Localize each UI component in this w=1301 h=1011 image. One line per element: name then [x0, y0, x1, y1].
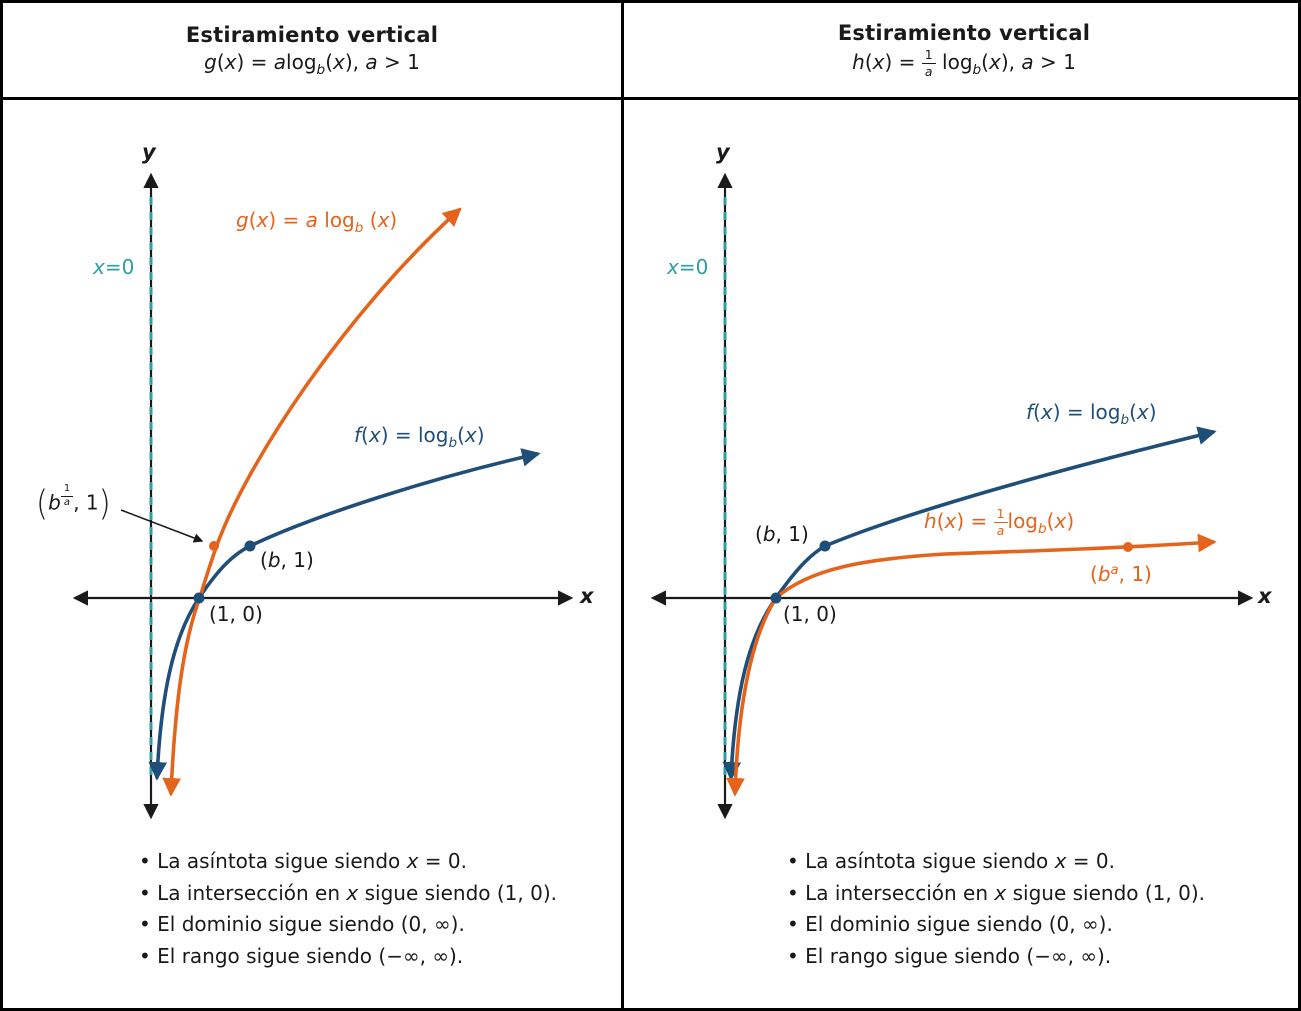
point-b1-dot [244, 540, 256, 552]
left-formula: g(x) = alogb(x), a > 1 [204, 49, 420, 78]
point-ba-dot [1123, 542, 1133, 552]
left-title: Estiramiento vertical [185, 22, 439, 47]
header-separator [3, 97, 1298, 100]
left-graph [72, 172, 574, 820]
x-axis-label: x [1258, 584, 1272, 608]
right-notes: • La asíntota sigue siendo x = 0. • La i… [787, 846, 1205, 972]
point-special-dot [209, 541, 219, 551]
x-axis-label: x [580, 584, 594, 608]
note-line: • El rango sigue siendo (−∞, ∞). [787, 943, 1112, 968]
point-origin-dot [193, 592, 205, 604]
asymptote-label: x=0 [93, 255, 135, 279]
right-title: Estiramiento vertical [837, 21, 1091, 46]
curve-g-label: g(x) = a logb (x) [236, 208, 398, 236]
point-b1-dot [819, 540, 831, 552]
left-header: Estiramiento vertical g(x) = alogb(x), a… [3, 3, 621, 97]
point-origin-dot [770, 592, 782, 604]
y-axis-label: y [716, 140, 730, 164]
curve-g [162, 207, 462, 797]
y-axis-label: y [142, 140, 156, 164]
point-b1-label: (b, 1) [260, 548, 314, 572]
point-origin-label: (1, 0) [783, 602, 837, 626]
note-line: • La asíntota sigue siendo x = 0. [139, 849, 468, 873]
note-line: • La intersección en x sigue siendo (1, … [787, 880, 1205, 905]
note-line: • La intersección en x sigue siendo (1, … [139, 880, 557, 905]
note-line: • El rango sigue siendo (−∞, ∞). [139, 943, 464, 968]
note-line: • El dominio sigue siendo (0, ∞). [787, 912, 1113, 936]
note-line: • El dominio sigue siendo (0, ∞). [139, 912, 465, 936]
point-ba-label: (ba, 1) [1090, 562, 1152, 586]
curve-f-label: f(x) = logb(x) [354, 423, 485, 451]
point-b1-label: (b, 1) [755, 522, 809, 546]
annotation-arrow [120, 509, 204, 543]
asymptote-label: x=0 [667, 255, 709, 279]
note-line: • La asíntota sigue siendo x = 0. [787, 849, 1116, 873]
right-graph [650, 172, 1254, 820]
curve-h-label: h(x) = 1 a logb(x) [924, 506, 1075, 538]
point-special-label: (b 1 a, 1) [36, 483, 111, 525]
point-origin-label: (1, 0) [209, 602, 263, 626]
left-notes: • La asíntota sigue siendo x = 0. • La i… [139, 846, 557, 972]
curve-f-label: f(x) = logb(x) [1026, 400, 1157, 428]
panel-divider [621, 3, 624, 1008]
